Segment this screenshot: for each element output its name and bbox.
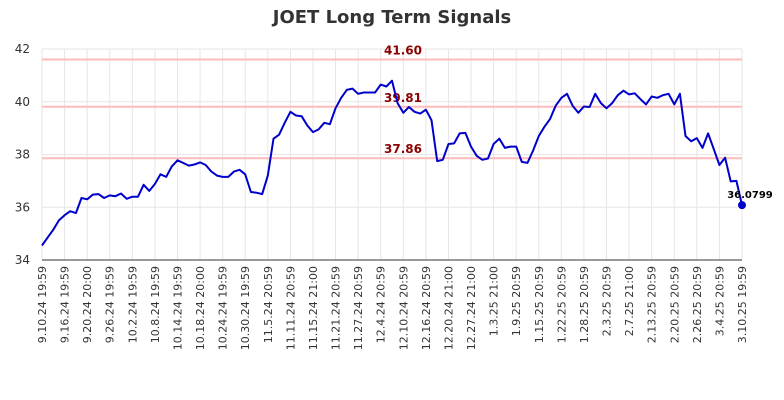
y-tick-label: 40 — [15, 95, 30, 109]
x-tick-label: 10.2.24 19:59 — [126, 266, 139, 343]
y-tick-label: 36 — [15, 200, 30, 214]
signal-level-label: 41.60 — [384, 44, 422, 58]
x-tick-label: 12.10.24 20:59 — [397, 266, 410, 350]
x-tick-label: 3.4.25 20:59 — [713, 266, 726, 336]
x-tick-label: 1.15.25 20:59 — [533, 266, 546, 343]
x-tick-label: 10.8.24 19:59 — [149, 266, 162, 343]
x-tick-label: 9.16.24 19:59 — [59, 266, 72, 343]
x-tick-label: 1.3.25 21:00 — [488, 266, 501, 336]
x-tick-label: 3.10.25 19:59 — [736, 266, 749, 343]
x-tick-label: 9.20.24 20:00 — [81, 266, 94, 343]
x-tick-label: 12.16.24 20:59 — [420, 266, 433, 350]
x-tick-label: 11.5.24 20:59 — [262, 266, 275, 343]
x-tick-label: 11.11.24 20:59 — [284, 266, 297, 350]
grid-layer — [41, 48, 743, 261]
chart-title: JOET Long Term Signals — [272, 7, 512, 28]
price-series: 36.0799 — [41, 79, 773, 247]
x-tick-label: 12.20.24 21:00 — [442, 266, 455, 350]
x-tick-label: 9.10.24 19:59 — [36, 266, 49, 343]
y-tick-label: 38 — [15, 148, 30, 162]
signal-levels: 41.60 39.81 37.86 — [42, 44, 742, 160]
axis-ticks: 34 36 38 40 42 9.10.24 19:59 9.16.24 19:59 9.20… — [15, 42, 749, 350]
x-tick-label: 11.27.24 20:59 — [352, 266, 365, 350]
x-tick-label: 2.26.25 20:59 — [691, 266, 704, 343]
x-tick-label: 2.13.25 20:59 — [646, 266, 659, 343]
signal-level-label: 37.86 — [384, 142, 422, 156]
x-tick-label: 9.26.24 19:59 — [104, 266, 117, 343]
last-price-label: 36.0799 — [727, 190, 773, 201]
x-tick-label: 10.30.24 19:59 — [239, 266, 252, 350]
y-tick-label: 34 — [15, 253, 30, 267]
x-tick-label: 11.21.24 20:59 — [330, 266, 343, 350]
y-tick-label: 42 — [15, 42, 30, 56]
x-tick-label: 12.27.24 21:00 — [465, 266, 478, 350]
x-tick-label: 1.22.25 20:59 — [555, 266, 568, 343]
x-tick-label: 2.3.25 20:59 — [601, 266, 614, 336]
x-tick-label: 1.28.25 20:59 — [578, 266, 591, 343]
price-line — [41, 79, 743, 247]
signal-level-label: 39.81 — [384, 91, 422, 105]
last-price-marker — [738, 201, 746, 210]
x-tick-label: 10.24.24 19:59 — [217, 266, 230, 350]
x-tick-label: 10.14.24 19:59 — [171, 266, 184, 350]
x-tick-label: 1.9.25 20:59 — [510, 266, 523, 336]
x-tick-label: 10.18.24 20:00 — [194, 266, 207, 350]
x-tick-label: 12.4.24 20:59 — [375, 266, 388, 343]
x-tick-label: 11.15.24 21:00 — [307, 266, 320, 350]
x-tick-label: 2.7.25 21:00 — [623, 266, 636, 336]
x-tick-label: 2.20.25 20:59 — [668, 266, 681, 343]
